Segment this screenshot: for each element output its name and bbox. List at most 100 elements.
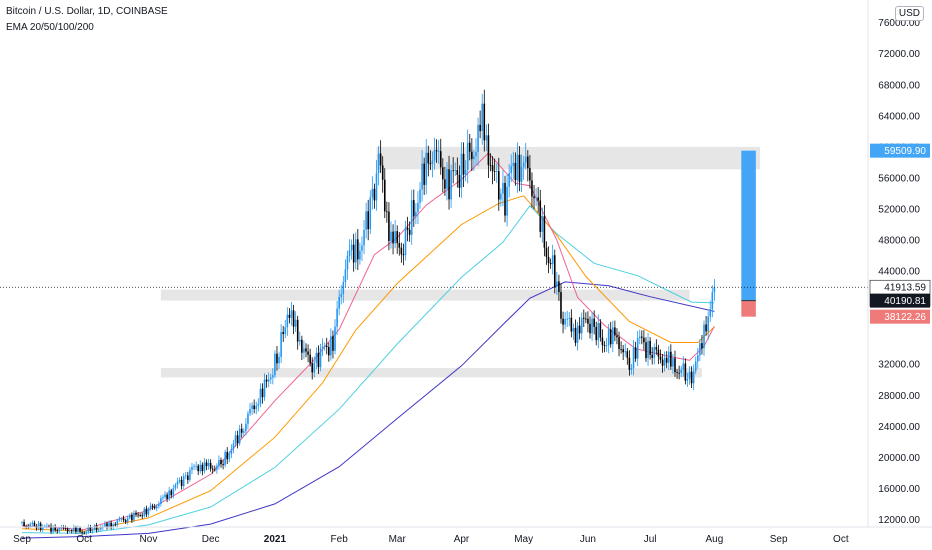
long-position-tool[interactable]: [741, 150, 756, 317]
candle-body: [363, 229, 365, 246]
candle-body: [124, 520, 127, 523]
candle-body: [423, 163, 425, 185]
candle-body: [431, 160, 434, 165]
price-tick-label: 56000.00: [878, 173, 920, 184]
candle-body: [508, 173, 510, 187]
candle-body: [261, 388, 264, 398]
candle-body: [139, 515, 141, 516]
candle-body: [135, 512, 137, 515]
candle-body: [272, 375, 274, 378]
candle-body: [298, 339, 301, 342]
candle-body: [120, 518, 123, 520]
candle-body: [506, 186, 508, 216]
time-axis[interactable]: Sep Oct Nov Dec 2021 Feb Mar Apr May Jun Jul Aug Sep…: [13, 534, 849, 545]
candle-body: [435, 150, 438, 152]
candle-body: [203, 462, 206, 472]
candle-body: [97, 529, 100, 531]
candle-body: [390, 231, 392, 241]
candle-body: [176, 481, 179, 485]
candle-body: [684, 363, 687, 381]
candle-body: [655, 347, 658, 350]
candle-body: [330, 336, 332, 356]
indicator-legend[interactable]: EMA 20/50/100/200: [6, 22, 94, 33]
candle-body: [661, 359, 664, 366]
candle-body: [230, 448, 233, 454]
candle-body: [52, 526, 54, 532]
price-axis[interactable]: 76000.0072000.0068000.0064000.0060000.00…: [878, 18, 920, 526]
candle-body: [419, 189, 421, 203]
price-tag-target: [870, 143, 930, 158]
candle-body: [151, 505, 154, 507]
candle-body: [456, 170, 459, 175]
price-tag-stop: [870, 309, 930, 324]
candle-body: [247, 413, 249, 424]
candle-body: [350, 244, 353, 251]
candle-body: [381, 165, 384, 180]
candle-body: [626, 351, 629, 358]
candle-body: [75, 527, 77, 532]
candle-body: [187, 475, 189, 480]
price-tick-label: 44000.00: [878, 267, 920, 278]
candle-body: [325, 345, 328, 348]
candle-body: [112, 524, 115, 528]
price-tick-label: 72000.00: [878, 49, 920, 60]
candle-body: [529, 168, 531, 181]
candle-body: [392, 231, 394, 244]
candle-body: [425, 152, 428, 185]
candle-body: [126, 518, 129, 523]
candle-body: [618, 337, 620, 349]
candle-body: [512, 162, 515, 167]
candle-body: [676, 372, 678, 373]
candle-body: [649, 340, 651, 355]
candle-body: [174, 484, 177, 489]
candle-body: [205, 462, 208, 467]
symbol-title[interactable]: Bitcoin / U.S. Dollar, 1D, COINBASE: [6, 6, 168, 17]
candle-body: [33, 522, 36, 527]
candle-body: [686, 379, 689, 381]
candle-body: [282, 332, 284, 335]
candle-body: [705, 324, 707, 332]
candle-body: [665, 357, 668, 363]
candle-body: [448, 169, 450, 200]
candle-body: [267, 379, 270, 382]
candle-body: [502, 182, 504, 194]
candle-body: [599, 323, 602, 338]
candle-body: [477, 124, 479, 153]
candle-body: [524, 156, 527, 163]
currency-badge[interactable]: USD: [894, 6, 924, 21]
candle-body: [143, 508, 146, 517]
candle-body: [31, 522, 34, 525]
price-tag-entry: [870, 293, 930, 308]
candle-body: [632, 347, 635, 369]
candle-body: [118, 519, 121, 521]
candle-body: [240, 428, 243, 433]
candle-body: [64, 527, 67, 529]
candle-body: [46, 525, 48, 527]
candle-body: [332, 336, 334, 351]
price-tick-label: 16000.00: [878, 484, 920, 495]
candle-body: [294, 319, 297, 327]
candle-body: [211, 468, 214, 470]
candle-body: [44, 525, 46, 527]
candle-body: [701, 343, 703, 349]
candle-body: [504, 182, 506, 216]
candle-body: [323, 345, 326, 347]
candle-body: [653, 347, 656, 358]
price-tick-label: 12000.00: [878, 515, 920, 526]
candle-body: [37, 523, 40, 529]
candle-body: [545, 247, 548, 257]
candle-body: [158, 504, 160, 507]
candle-body: [576, 325, 579, 343]
candle-body: [234, 435, 237, 444]
candle-body: [201, 464, 204, 472]
candle-body: [371, 188, 374, 198]
candle-body: [243, 431, 245, 433]
candle-body: [462, 153, 465, 175]
candle-body: [607, 329, 610, 346]
candle-body: [711, 292, 714, 310]
candle-body: [286, 314, 289, 328]
candle-body: [458, 174, 461, 188]
candle-body: [379, 153, 382, 166]
candle-body: [166, 494, 168, 499]
